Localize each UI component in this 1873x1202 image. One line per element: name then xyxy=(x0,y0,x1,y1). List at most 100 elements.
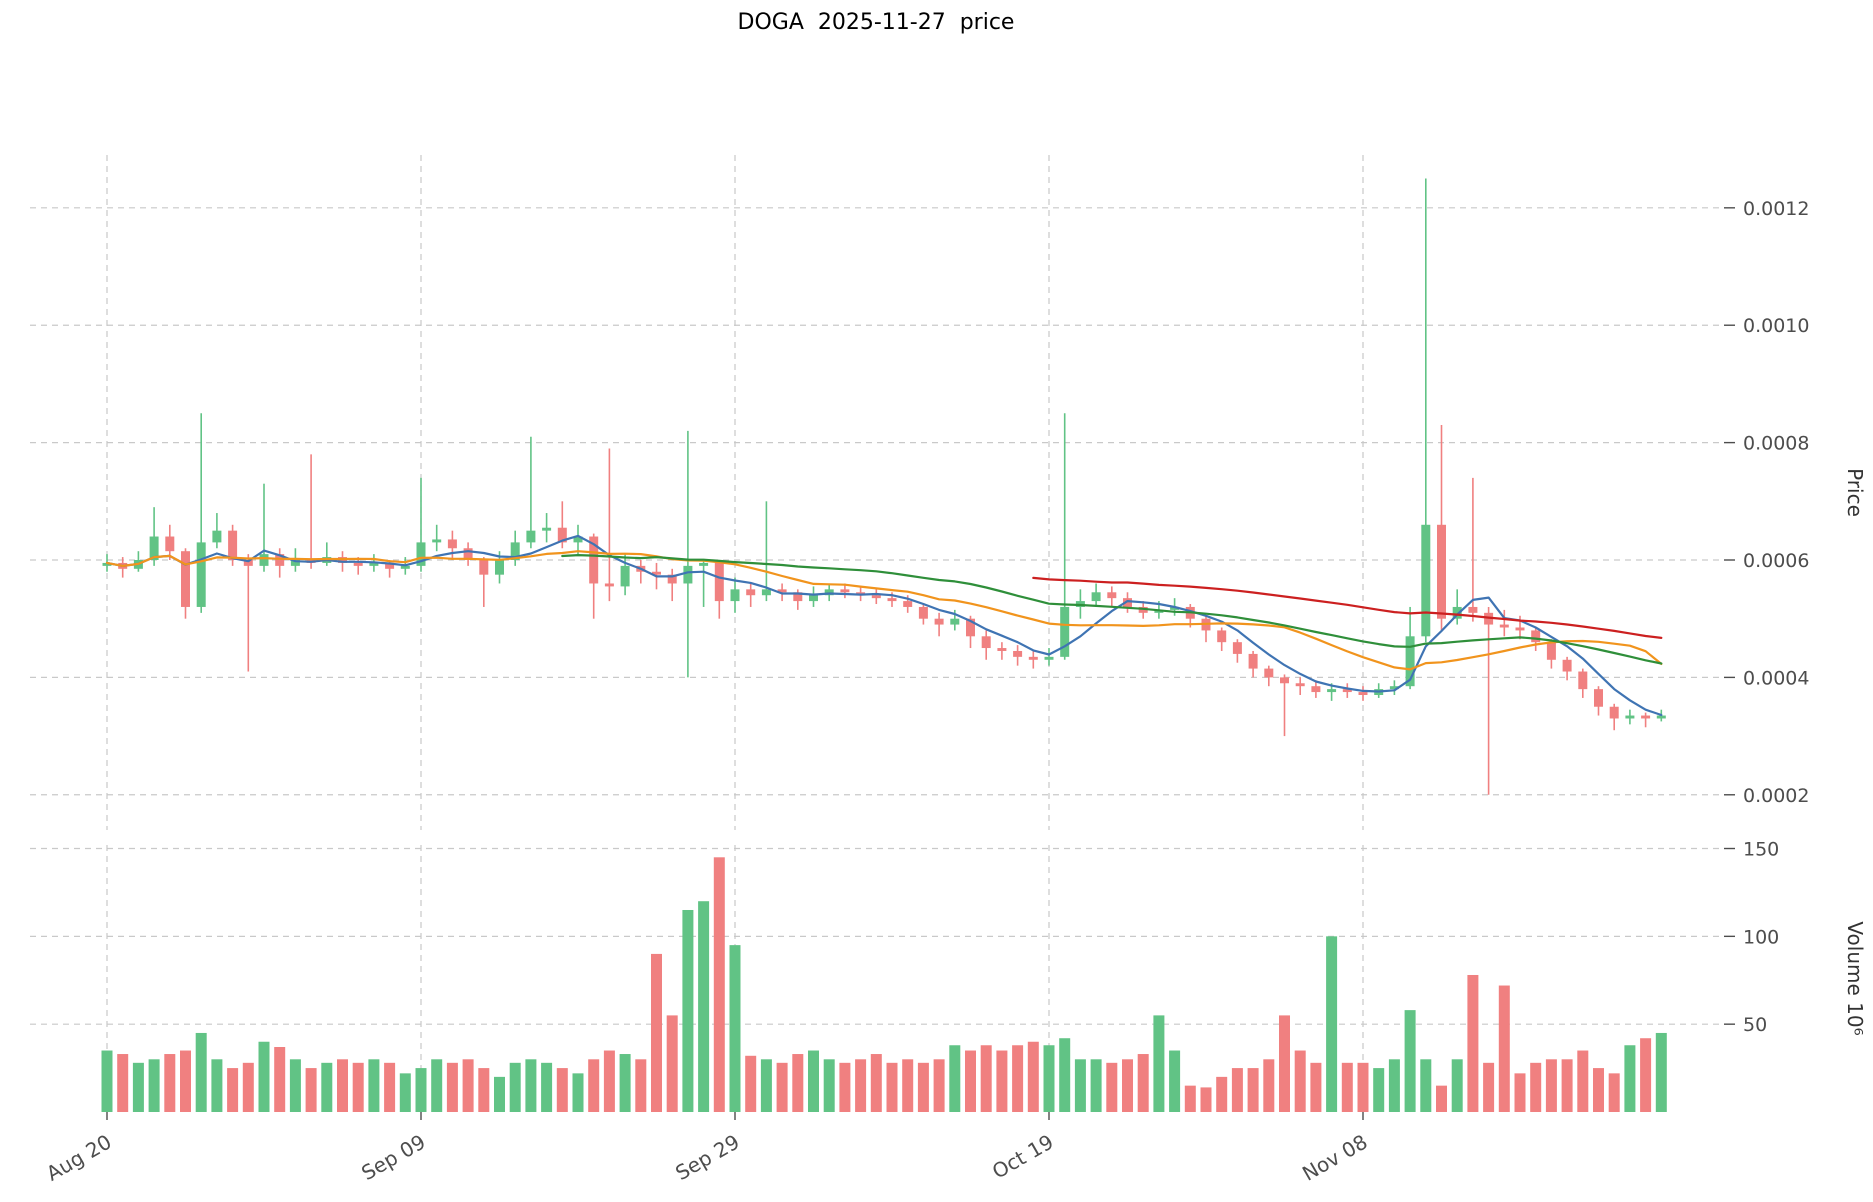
volume-bar xyxy=(274,1047,286,1112)
volume-bar xyxy=(1326,936,1338,1112)
candle-body xyxy=(1641,715,1651,719)
candle-body xyxy=(1358,692,1368,695)
price-tick-label: 0.0008 xyxy=(1743,433,1809,455)
volume-bar xyxy=(603,1050,615,1112)
volume-bar xyxy=(117,1054,129,1112)
candle-body xyxy=(243,560,253,566)
candle-body xyxy=(824,589,834,596)
volume-bar xyxy=(1231,1068,1243,1112)
volume-bar xyxy=(776,1062,788,1112)
candle-body xyxy=(997,648,1007,651)
volume-bar xyxy=(855,1059,867,1112)
candle-body xyxy=(1248,653,1258,669)
volume-bar xyxy=(1059,1038,1071,1112)
candle-body xyxy=(1264,668,1274,678)
candle-body xyxy=(1013,650,1023,657)
candle-body xyxy=(966,618,975,637)
candle-body xyxy=(1421,524,1431,637)
ma-line-MA30 xyxy=(561,553,1663,665)
volume-bar xyxy=(1593,1068,1604,1112)
volume-bar xyxy=(1074,1059,1086,1112)
volume-bar xyxy=(180,1050,191,1112)
candle-body xyxy=(1044,656,1054,660)
volume-bar xyxy=(1530,1062,1542,1112)
volume-bar xyxy=(101,1050,113,1112)
volume-bar xyxy=(1216,1076,1228,1112)
price-axis-title: Price xyxy=(1843,468,1867,517)
volume-bar xyxy=(619,1054,631,1112)
candle-body xyxy=(1217,630,1227,643)
candle-body xyxy=(1405,636,1415,687)
candle-body xyxy=(730,589,740,602)
candle-body xyxy=(495,560,504,575)
volume-bar xyxy=(1357,1062,1369,1112)
volume-bar xyxy=(1200,1087,1212,1112)
candle-body xyxy=(416,542,426,566)
volume-bar xyxy=(1090,1059,1102,1112)
volume-bar xyxy=(1263,1059,1275,1112)
candle-body xyxy=(557,527,567,543)
volume-bar xyxy=(1012,1045,1024,1112)
volume-bar xyxy=(1043,1045,1055,1112)
volume-axis-title: Volume 10⁶ xyxy=(1843,921,1867,1035)
candles-layer xyxy=(102,178,1666,795)
volume-bar xyxy=(211,1059,223,1112)
volume-bar xyxy=(1467,974,1479,1112)
volume-bar xyxy=(509,1062,521,1112)
volume-bar xyxy=(399,1073,411,1112)
ma-line-MA15 xyxy=(105,550,1663,671)
volume-bar xyxy=(1404,1010,1416,1112)
volume-bar xyxy=(1184,1085,1196,1112)
candle-body xyxy=(918,606,928,619)
volume-bar xyxy=(337,1059,348,1112)
volume-bar xyxy=(886,1062,898,1112)
volume-bar xyxy=(1373,1068,1385,1112)
price-tick-label: 0.0012 xyxy=(1743,198,1809,220)
x-tick-label: Oct 19 xyxy=(988,1130,1057,1184)
candle-body xyxy=(683,565,693,584)
candle-body xyxy=(275,554,285,566)
volume-bar xyxy=(227,1068,239,1112)
candle-body xyxy=(1499,624,1509,628)
axes-layer: 0.0002 0.0004 0.0006 0.0008 0.0010 0.0012 50 10… xyxy=(42,198,1867,1186)
volume-bar xyxy=(352,1062,364,1112)
volume-bar xyxy=(1483,1062,1495,1112)
x-tick-label: Sep 29 xyxy=(671,1130,743,1186)
ma-line-MA60 xyxy=(1032,576,1663,640)
candle-body xyxy=(259,554,269,566)
candle-body xyxy=(761,589,771,596)
volume-bar xyxy=(1420,1059,1432,1112)
candle-body xyxy=(981,636,991,649)
candle-body xyxy=(1437,524,1446,619)
volume-bar xyxy=(572,1073,584,1112)
volume-bar xyxy=(1498,985,1510,1112)
volume-bar xyxy=(1294,1050,1306,1112)
ma-lines-layer xyxy=(105,534,1663,717)
price-tick-label: 0.0002 xyxy=(1743,785,1809,807)
volume-bar xyxy=(839,1062,851,1112)
candle-body xyxy=(369,562,379,566)
volume-bar xyxy=(1577,1050,1589,1112)
volume-bar xyxy=(462,1059,474,1112)
candle-body xyxy=(526,530,536,543)
volume-bar xyxy=(1169,1050,1181,1112)
volume-bar xyxy=(1153,1015,1165,1112)
volume-bar xyxy=(902,1059,914,1112)
volume-bar xyxy=(525,1059,537,1112)
candle-body xyxy=(1531,630,1541,643)
volume-bar xyxy=(729,945,741,1112)
volume-bar xyxy=(980,1045,992,1112)
candle-body xyxy=(212,530,222,543)
volume-bar xyxy=(870,1054,882,1112)
volume-bar xyxy=(949,1045,961,1112)
volume-bar xyxy=(1279,1015,1290,1112)
candle-body xyxy=(1468,606,1478,613)
volume-bar xyxy=(1451,1059,1463,1112)
volume-bar xyxy=(164,1054,176,1112)
volume-bar xyxy=(1247,1068,1259,1112)
candle-body xyxy=(196,542,206,607)
volume-bar xyxy=(132,1062,144,1112)
volume-bar xyxy=(823,1059,835,1112)
